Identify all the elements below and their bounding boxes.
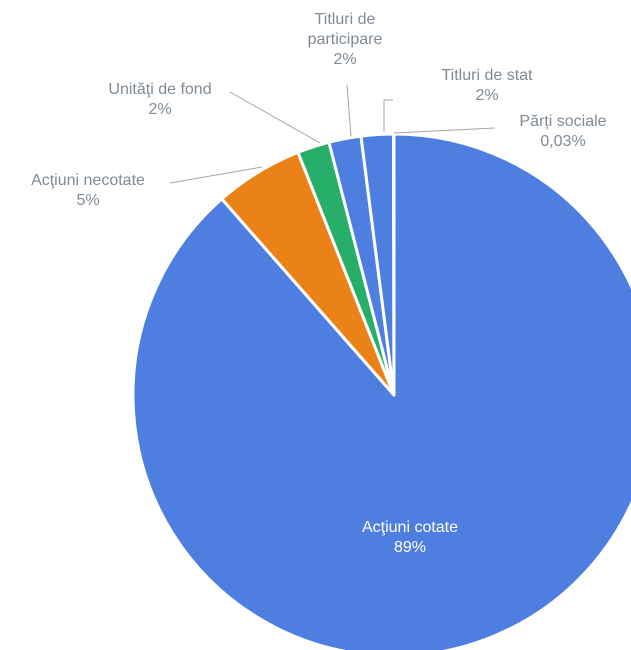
slice-label-titluri-de-participare-0: Titluri de: [315, 11, 376, 28]
leader-line-actiuni-necotate: [169, 166, 263, 184]
pie-slice-actiuni-cotate: [131, 132, 631, 650]
leader-line-titluri-de-stat: [383, 99, 393, 132]
slice-label-actiuni-cotate: Acţiuni cotate: [362, 519, 458, 536]
leader-line-unitati-de-fond: [229, 91, 321, 144]
slice-label-parti-sociale: Părți sociale: [519, 113, 606, 130]
slice-label-actiuni-necotate: Acţiuni necotate: [31, 172, 145, 189]
slice-percent-titluri-de-stat: 2%: [475, 87, 498, 104]
leader-line-parti-sociale: [393, 127, 496, 134]
slice-percent-actiuni-cotate: 89%: [394, 539, 426, 556]
slice-percent-unitati-de-fond: 2%: [148, 101, 171, 118]
slice-labels: Acţiuni cotate 89% Acţiuni necotate 5% Unită…: [31, 11, 607, 556]
pie-slices: [131, 132, 631, 650]
slice-percent-titluri-de-participare: 2%: [333, 51, 356, 68]
slice-percent-actiuni-necotate: 5%: [76, 192, 99, 209]
leader-line-titluri-de-participare: [346, 84, 352, 137]
slice-label-unitati-de-fond: Unităţi de fond: [108, 81, 211, 98]
leader-lines: [169, 84, 496, 184]
slice-label-titluri-de-participare-1: participare: [308, 31, 383, 48]
slice-percent-parti-sociale: 0,03%: [540, 133, 585, 150]
slice-label-titluri-de-stat: Titluri de stat: [442, 67, 534, 84]
